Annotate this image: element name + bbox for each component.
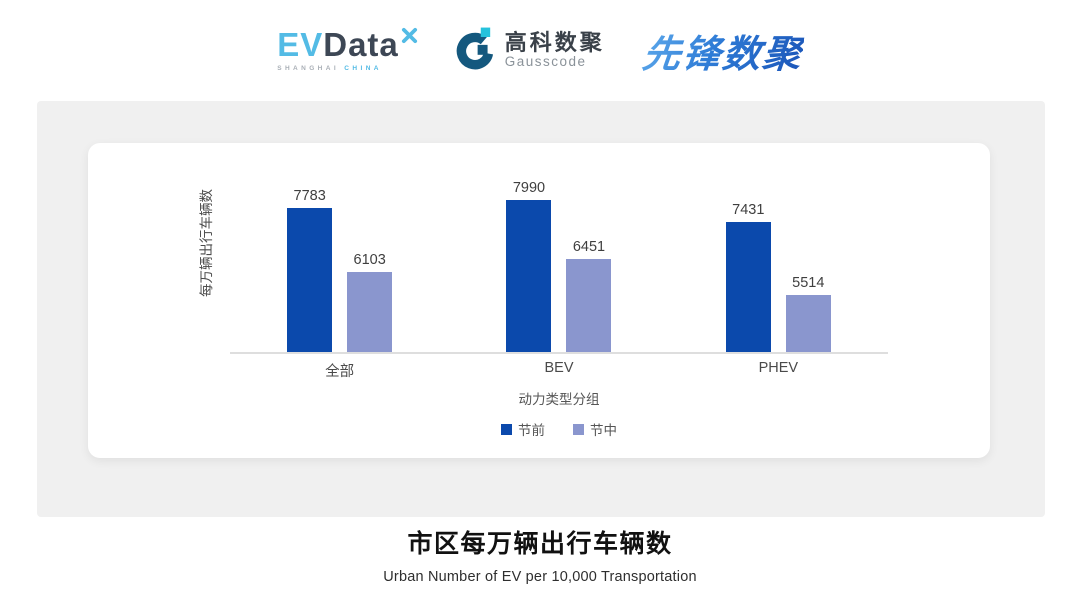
chart-panel: 每万辆出行车辆数 7783 6103 7990 6451 7431 5514 全部 BEV P… (37, 101, 1045, 517)
legend-label: 节前 (518, 423, 545, 438)
logo-header: EVData SHANGHAI CHINA 高科数聚 Gausscode 先锋数… (0, 0, 1080, 100)
gausscode-g-icon (454, 26, 496, 75)
bar-group-PHEV: 7431 5514 (669, 181, 888, 352)
bar-group-BEV: 7990 6451 (449, 180, 668, 352)
category-label-BEV: BEV (544, 360, 574, 376)
category-axis: 全部 BEV PHEV (230, 360, 888, 381)
bar-wrap: 6103 (347, 252, 393, 352)
bar-wrap: 7431 (725, 201, 771, 352)
bar-节前-PHEV[interactable] (725, 221, 771, 352)
legend-item-节中[interactable]: 节中 (573, 419, 617, 439)
evdata-logo: EVData SHANGHAI CHINA (277, 26, 417, 72)
bar-wrap: 5514 (785, 274, 831, 352)
y-axis-label: 每万辆出行车辆数 (199, 189, 214, 297)
bar-节中-BEV[interactable] (566, 258, 612, 352)
category-label-全部: 全部 (325, 364, 355, 380)
bar-节中-PHEV[interactable] (785, 294, 831, 352)
bar-value-label: 7431 (732, 201, 765, 218)
legend-item-节前[interactable]: 节前 (501, 419, 545, 439)
x-axis-label: 动力类型分组 (518, 392, 600, 407)
x-axis-line (230, 352, 888, 354)
bar-wrap: 6451 (566, 238, 612, 352)
xianfeng-logo: 先锋数聚 (640, 23, 806, 78)
gausscode-en-text: Gausscode (504, 53, 587, 69)
chart-title: 市区每万辆出行车辆数 (407, 530, 673, 558)
evdata-wordmark: EVData (277, 26, 417, 63)
gausscode-text: 高科数聚 Gausscode (505, 31, 605, 69)
bar-value-label: 7990 (512, 180, 546, 197)
evdata-ev-text: EV (277, 26, 324, 63)
legend-swatch-icon (501, 423, 512, 435)
bar-wrap: 7783 (287, 188, 333, 352)
chart-subtitle: Urban Number of EV per 10,000 Transporta… (383, 569, 697, 585)
bar-wrap: 7990 (506, 180, 552, 352)
gausscode-logo: 高科数聚 Gausscode (454, 26, 605, 75)
category-label-PHEV: PHEV (758, 360, 799, 376)
bar-节中-全部[interactable] (347, 272, 393, 352)
chart-legend: 节前 节中 (230, 419, 888, 439)
evdata-shanghai-text: SHANGHAI (277, 65, 340, 72)
sparkle-x-icon (401, 16, 418, 49)
evdata-subtext: SHANGHAI CHINA (277, 65, 416, 72)
evdata-china-text: CHINA (344, 65, 382, 72)
bar-value-label: 6103 (353, 252, 386, 269)
gausscode-cn-text: 高科数聚 (504, 29, 605, 55)
title-block: 市区每万辆出行车辆数 Urban Number of EV per 10,000… (0, 524, 1080, 585)
bar-value-label: 7783 (293, 188, 326, 205)
bar-value-label: 5514 (792, 274, 825, 291)
evdata-data-text: Data (323, 26, 399, 63)
legend-label: 节中 (590, 423, 617, 438)
bar-节前-BEV[interactable] (506, 200, 552, 352)
legend-swatch-icon (573, 423, 584, 435)
plot-area: 7783 6103 7990 6451 7431 5514 (230, 180, 888, 352)
bar-group-全部: 7783 6103 (230, 181, 449, 352)
chart-card: 每万辆出行车辆数 7783 6103 7990 6451 7431 5514 全部 BEV P… (88, 143, 990, 458)
bar-value-label: 6451 (572, 238, 606, 255)
bar-节前-全部[interactable] (287, 208, 333, 352)
